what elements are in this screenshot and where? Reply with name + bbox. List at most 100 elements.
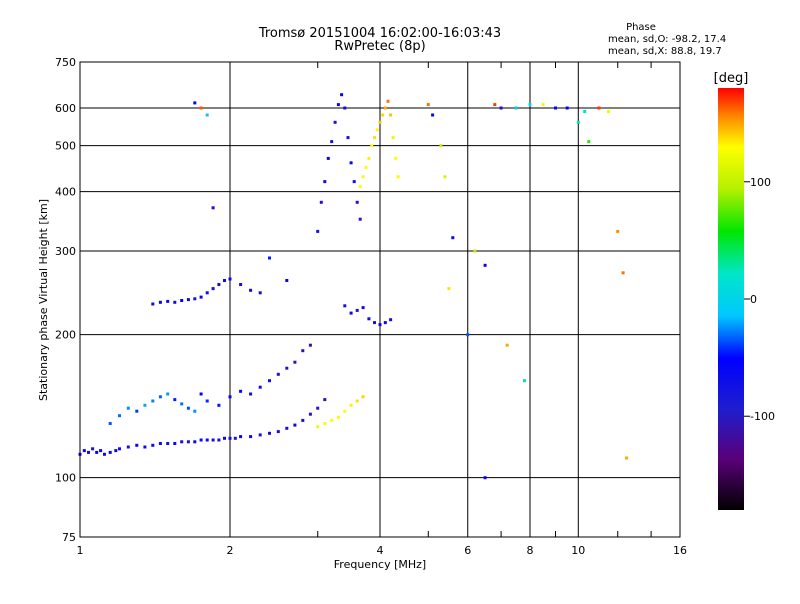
data-point <box>349 311 353 315</box>
data-point <box>239 389 243 393</box>
data-point <box>375 128 379 132</box>
data-point <box>228 277 232 281</box>
data-point <box>621 271 625 275</box>
data-point <box>249 392 253 396</box>
data-point <box>326 156 330 160</box>
data-point <box>285 366 289 370</box>
data-point <box>151 302 155 306</box>
y-tick-label: 200 <box>55 329 76 342</box>
data-point <box>528 103 532 107</box>
data-point <box>205 113 209 117</box>
plot-grid <box>80 62 680 537</box>
data-point <box>607 110 610 113</box>
data-point <box>108 450 112 454</box>
data-point <box>323 398 327 402</box>
data-point <box>173 300 177 304</box>
data-point <box>82 449 86 453</box>
x-tick-label: 1 <box>77 544 84 557</box>
data-point <box>95 450 99 454</box>
data-point <box>173 398 177 402</box>
colorbar-tick-label: 100 <box>750 176 771 189</box>
data-point <box>301 418 305 422</box>
data-point <box>276 430 280 434</box>
data-point <box>625 456 629 460</box>
data-point <box>565 106 569 110</box>
data-point <box>199 106 203 110</box>
data-point <box>336 103 340 107</box>
data-point <box>391 136 395 140</box>
data-point <box>186 440 190 444</box>
data-point <box>352 180 356 184</box>
data-point <box>514 106 518 110</box>
data-point <box>373 321 376 325</box>
data-point <box>367 156 371 160</box>
data-point <box>258 291 262 295</box>
data-point <box>358 185 362 189</box>
data-point <box>316 406 320 410</box>
data-point <box>389 318 393 322</box>
data-point <box>276 372 280 376</box>
data-point <box>523 379 526 383</box>
data-point <box>249 288 253 292</box>
data-point <box>364 165 368 169</box>
data-point <box>205 291 209 295</box>
data-point <box>193 101 197 105</box>
data-point <box>223 279 226 282</box>
data-point <box>340 93 344 97</box>
data-point <box>330 140 334 144</box>
data-point <box>583 110 587 113</box>
colorbar-unit-label: [deg] <box>714 71 749 86</box>
colorbar-tick-label: 0 <box>750 293 757 306</box>
data-point <box>217 438 221 442</box>
data-point <box>228 395 232 399</box>
data-point <box>135 443 139 447</box>
plot-frame <box>79 61 681 538</box>
data-point <box>316 425 320 429</box>
data-point <box>285 279 289 282</box>
data-point <box>343 106 347 110</box>
data-point <box>587 140 591 144</box>
data-point <box>367 317 371 321</box>
data-point <box>199 295 203 299</box>
x-tick-label: 8 <box>527 544 534 557</box>
data-point <box>249 435 253 439</box>
phase-heading: Phase <box>626 22 656 33</box>
data-point <box>447 287 451 291</box>
axis-ticks: 1 2 4 6 8 10 16 75 100 200 300 400 500 600 750 <box>55 56 687 557</box>
data-point <box>91 447 95 451</box>
y-tick-label: 400 <box>55 186 76 199</box>
data-point <box>355 399 359 403</box>
data-point <box>258 385 262 389</box>
y-tick-label: 500 <box>55 140 76 153</box>
data-point <box>308 412 312 416</box>
data-point <box>186 298 190 302</box>
data-point <box>361 306 365 310</box>
data-point <box>483 263 487 267</box>
data-point <box>99 449 103 453</box>
data-point <box>228 436 232 440</box>
data-point <box>180 440 184 444</box>
data-point <box>258 433 262 437</box>
data-point <box>616 229 620 233</box>
data-point <box>193 440 197 444</box>
data-point <box>193 297 197 301</box>
data-point <box>597 106 601 110</box>
data-point <box>268 256 271 260</box>
data-point <box>114 449 118 453</box>
data-point <box>505 343 509 347</box>
x-tick-label: 10 <box>571 544 585 557</box>
data-point <box>143 403 147 407</box>
data-point <box>180 299 184 302</box>
data-point <box>166 392 170 396</box>
data-point <box>211 287 215 291</box>
data-point <box>361 395 365 399</box>
y-tick-label: 300 <box>55 245 76 258</box>
data-point <box>343 304 347 308</box>
data-point <box>346 136 350 140</box>
data-point <box>336 415 340 419</box>
x-tick-label: 6 <box>464 544 471 557</box>
data-point <box>217 283 221 286</box>
y-axis-label: Stationary phase Virtual Height [km] <box>37 199 50 401</box>
data-point <box>180 402 184 406</box>
